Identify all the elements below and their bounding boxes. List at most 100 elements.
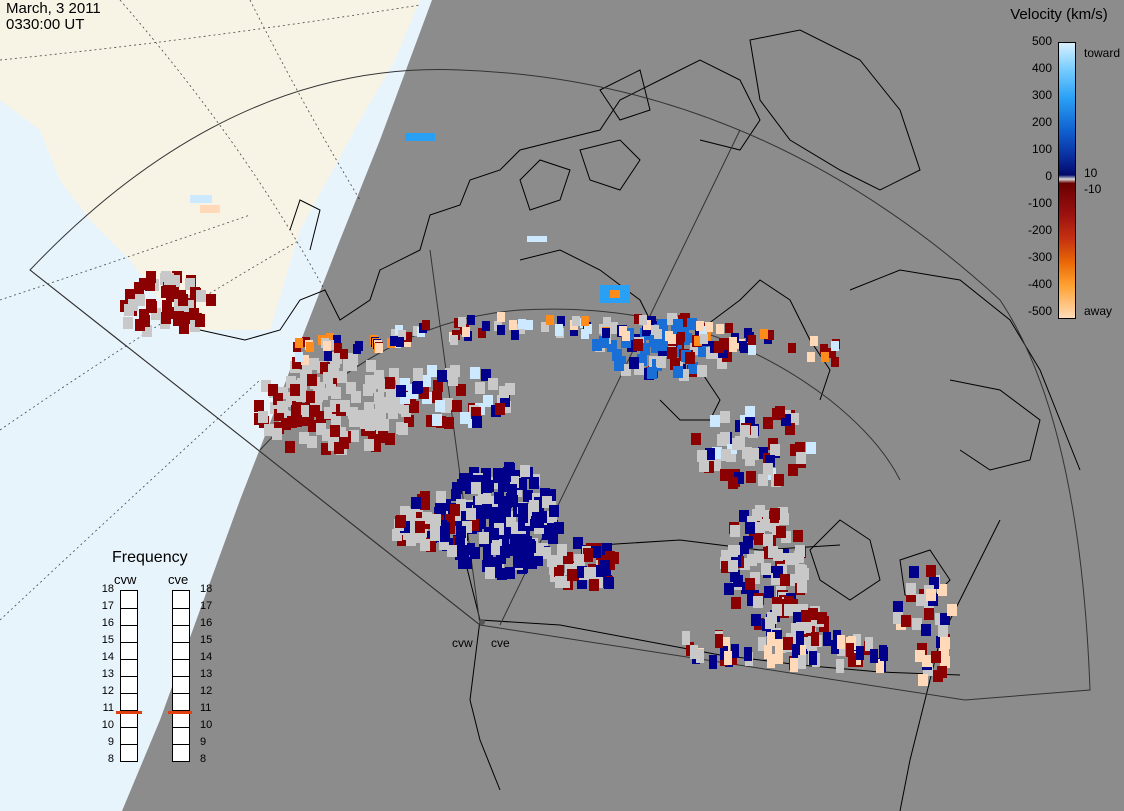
scatter-cell xyxy=(629,357,639,369)
frequency-scale-label: 18 xyxy=(200,583,213,595)
frequency-scale-label: 11 xyxy=(200,702,212,714)
scatter-cell xyxy=(687,318,697,330)
scatter-cell xyxy=(482,481,492,493)
scatter-cell xyxy=(731,644,739,658)
scatter-cell xyxy=(364,439,374,451)
scatter-cell xyxy=(770,508,780,520)
scatter-cell xyxy=(602,543,612,555)
scatter-cell xyxy=(501,470,511,482)
scatter-cell xyxy=(806,442,816,454)
scatter-cell xyxy=(472,416,482,428)
scatter-cell xyxy=(784,604,794,616)
scatter-cell xyxy=(570,326,578,336)
frequency-scale-label: 11 xyxy=(102,702,114,714)
colorbar-tick: 300 xyxy=(1031,88,1052,102)
colorbar-pos-small-label: 10 xyxy=(1084,166,1098,180)
scatter-cell xyxy=(924,608,934,620)
scatter-cell xyxy=(779,513,789,525)
scatter-cell xyxy=(435,400,445,412)
scatter-cell xyxy=(721,449,731,461)
scatter-cell xyxy=(529,477,539,489)
scatter-cell xyxy=(567,569,577,581)
scatter-cell xyxy=(734,472,744,484)
scatter-cell xyxy=(501,527,511,539)
scatter-cell xyxy=(518,319,526,329)
scatter-cell xyxy=(739,510,749,522)
scatter-cell xyxy=(295,352,303,362)
scatter-cell xyxy=(807,352,815,362)
scatter-cell xyxy=(451,489,461,501)
scatter-cell xyxy=(752,509,762,521)
scatter-cell xyxy=(821,352,829,362)
scatter-cell xyxy=(378,431,388,443)
scatter-cell xyxy=(880,647,888,661)
scatter-cell xyxy=(715,634,723,648)
scatter-cell xyxy=(456,384,466,396)
scatter-cell xyxy=(793,612,803,624)
scatter-cell xyxy=(916,594,926,606)
frequency-scale-label: 13 xyxy=(101,668,114,680)
scatter-cell xyxy=(435,503,445,515)
scatter-cell xyxy=(331,417,341,429)
colorbar-toward-label: toward xyxy=(1084,46,1121,60)
scatter-cell xyxy=(470,475,480,487)
scatter-cell xyxy=(400,506,410,518)
scatter-cell xyxy=(547,555,557,567)
scatter-cell xyxy=(846,643,854,657)
scatter-cell xyxy=(483,557,493,569)
scatter-cell xyxy=(947,604,957,616)
scatter-cell xyxy=(505,567,515,579)
scatter-cell xyxy=(709,655,717,669)
scatter-cell xyxy=(430,529,440,541)
scatter-cell xyxy=(195,315,205,327)
scatter-cell xyxy=(744,647,752,661)
map-date: March, 3 2011 xyxy=(6,0,101,17)
scatter-cell xyxy=(412,382,422,394)
scatter-cell xyxy=(926,589,936,601)
scatter-cell xyxy=(637,354,647,366)
scatter-cell xyxy=(346,382,356,394)
scatter-cell xyxy=(140,315,150,327)
scatter-cell xyxy=(605,551,615,563)
colorbar-tick: 400 xyxy=(1031,61,1052,75)
scatter-cell xyxy=(385,433,395,445)
scatter-cell xyxy=(366,360,376,372)
scatter-cell xyxy=(440,522,450,534)
scatter-cell xyxy=(462,327,470,337)
scatter-cell xyxy=(534,516,544,528)
scatter-cell xyxy=(589,579,599,591)
scatter-cell xyxy=(690,343,700,355)
scatter-cell xyxy=(479,532,489,544)
scatter-cell xyxy=(608,322,618,334)
scatter-cell xyxy=(795,545,805,557)
scatter-cell xyxy=(673,319,683,331)
scatter-cell xyxy=(929,577,939,589)
frequency-scale-label: 15 xyxy=(200,634,213,646)
frequency-scale-label: 17 xyxy=(200,600,213,612)
scatter-cell xyxy=(315,382,325,394)
scatter-cell xyxy=(302,362,312,374)
scatter-cell xyxy=(674,337,684,349)
scatter-cell xyxy=(831,357,839,367)
scatter-cell xyxy=(811,632,819,646)
scatter-cell xyxy=(769,520,779,532)
scatter-cell xyxy=(583,548,593,560)
scatter-cell xyxy=(725,323,733,333)
scatter-cell xyxy=(784,596,794,608)
scatter-cell xyxy=(763,534,773,546)
scatter-cell xyxy=(747,554,757,566)
colorbar-title: Velocity (km/s) xyxy=(1010,6,1108,23)
scatter-cell xyxy=(481,468,491,480)
scatter-cell xyxy=(775,639,783,653)
scatter-cell xyxy=(710,415,720,427)
scatter-cell xyxy=(162,300,172,312)
scatter-cell xyxy=(789,553,799,565)
scatter-cell xyxy=(787,574,797,586)
scatter-cell xyxy=(206,294,216,306)
scatter-cell xyxy=(510,534,520,546)
frequency-scale-label: 12 xyxy=(200,685,213,697)
scatter-cell xyxy=(746,471,756,483)
scatter-cell xyxy=(509,320,517,330)
scatter-cell xyxy=(396,385,406,397)
scatter-cell xyxy=(688,362,698,374)
